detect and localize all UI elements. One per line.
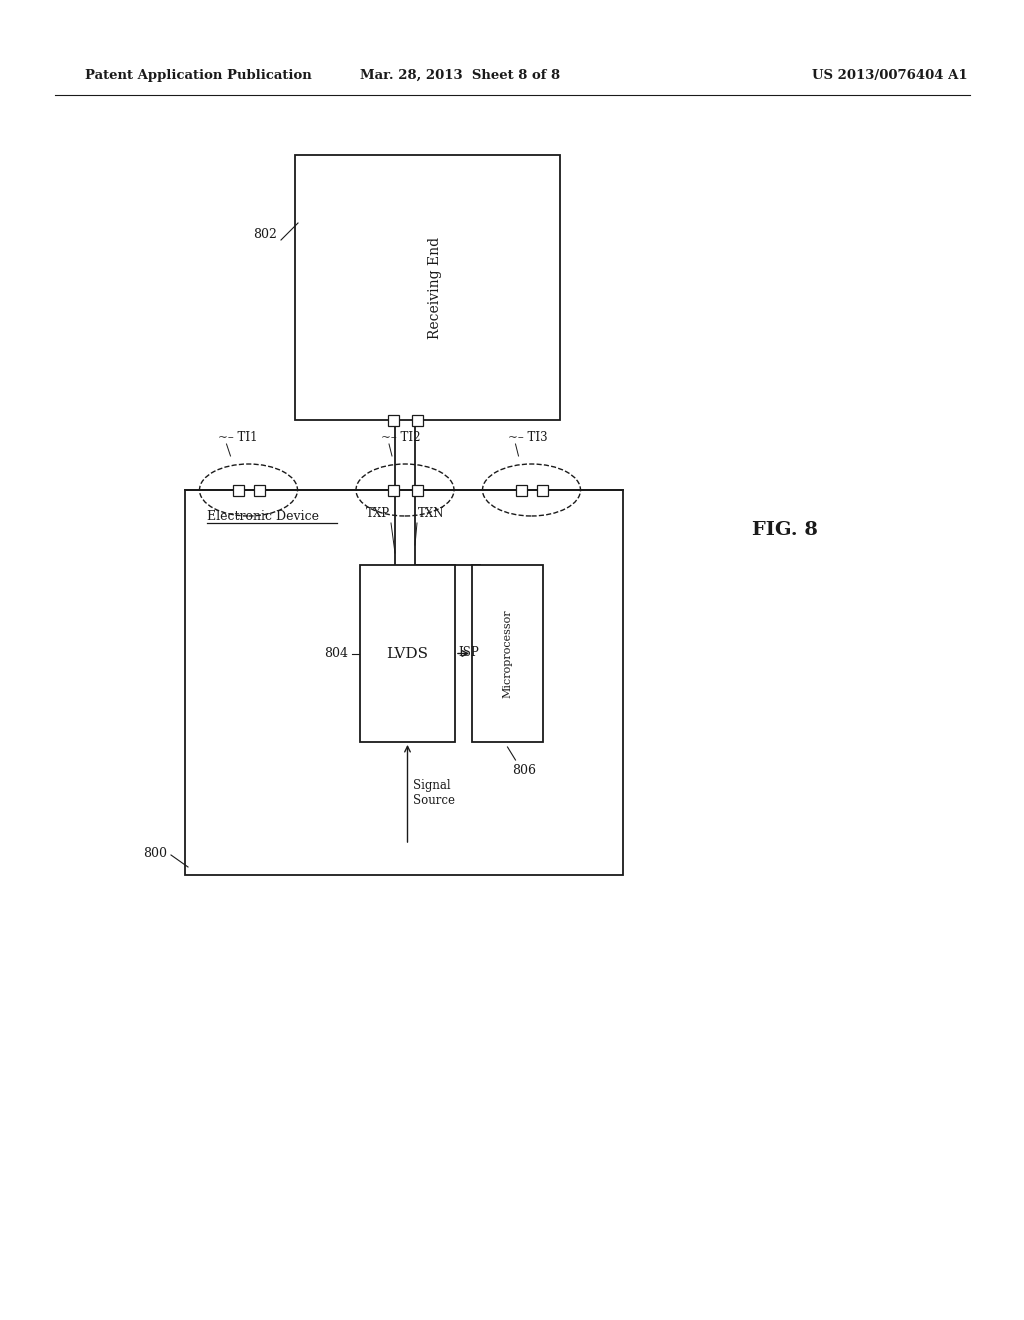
Text: LVDS: LVDS — [386, 647, 428, 660]
Text: ~– TI2: ~– TI2 — [381, 432, 421, 444]
Text: Mar. 28, 2013  Sheet 8 of 8: Mar. 28, 2013 Sheet 8 of 8 — [360, 69, 560, 82]
Text: Microprocessor: Microprocessor — [503, 610, 512, 698]
Text: TXN: TXN — [418, 507, 444, 520]
Bar — [515, 484, 526, 495]
Bar — [254, 484, 264, 495]
Text: 800: 800 — [143, 847, 167, 861]
Bar — [387, 414, 398, 425]
Text: US 2013/0076404 A1: US 2013/0076404 A1 — [812, 69, 968, 82]
Text: FIG. 8: FIG. 8 — [752, 521, 818, 539]
Text: ~– TI3: ~– TI3 — [508, 432, 547, 444]
Bar — [412, 414, 423, 425]
Bar — [185, 490, 623, 875]
Text: 802: 802 — [253, 228, 278, 242]
Bar — [472, 565, 543, 742]
Text: Patent Application Publication: Patent Application Publication — [85, 69, 311, 82]
Text: TXP: TXP — [366, 507, 390, 520]
Bar — [537, 484, 548, 495]
Text: Electronic Device: Electronic Device — [207, 510, 319, 523]
Bar — [387, 484, 398, 495]
Bar — [295, 154, 560, 420]
Text: 804: 804 — [324, 647, 348, 660]
Bar — [360, 565, 455, 742]
Bar — [412, 484, 423, 495]
Text: ISP: ISP — [458, 645, 479, 659]
Text: 806: 806 — [512, 764, 537, 777]
Text: Signal
Source: Signal Source — [413, 780, 455, 808]
Bar — [232, 484, 244, 495]
Text: ~– TI1: ~– TI1 — [218, 432, 258, 444]
Text: Receiving End: Receiving End — [428, 236, 442, 338]
